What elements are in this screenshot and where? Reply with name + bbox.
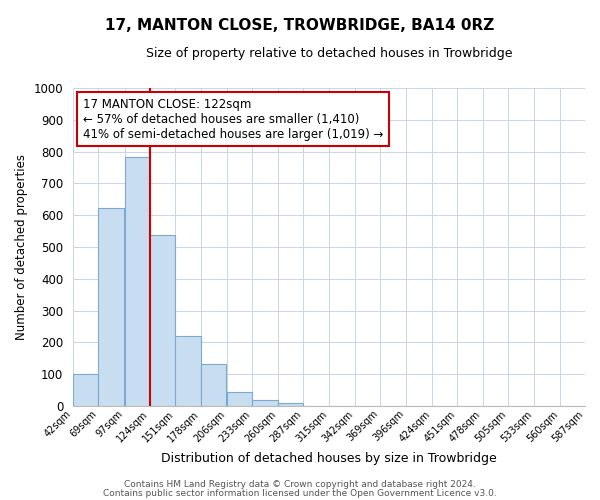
Text: Contains public sector information licensed under the Open Government Licence v3: Contains public sector information licen…	[103, 488, 497, 498]
Bar	[175, 336, 200, 406]
Bar	[278, 403, 303, 406]
Bar	[73, 374, 98, 406]
X-axis label: Distribution of detached houses by size in Trowbridge: Distribution of detached houses by size …	[161, 452, 497, 465]
Bar	[227, 392, 253, 406]
Y-axis label: Number of detached properties: Number of detached properties	[15, 154, 28, 340]
Title: Size of property relative to detached houses in Trowbridge: Size of property relative to detached ho…	[146, 48, 512, 60]
Bar	[253, 400, 278, 406]
Text: Contains HM Land Registry data © Crown copyright and database right 2024.: Contains HM Land Registry data © Crown c…	[124, 480, 476, 489]
Text: 17 MANTON CLOSE: 122sqm
← 57% of detached houses are smaller (1,410)
41% of semi: 17 MANTON CLOSE: 122sqm ← 57% of detache…	[83, 98, 383, 140]
Text: 17, MANTON CLOSE, TROWBRIDGE, BA14 0RZ: 17, MANTON CLOSE, TROWBRIDGE, BA14 0RZ	[106, 18, 494, 32]
Bar	[150, 236, 175, 406]
Bar	[98, 208, 124, 406]
Bar	[200, 364, 226, 406]
Bar	[125, 157, 150, 406]
